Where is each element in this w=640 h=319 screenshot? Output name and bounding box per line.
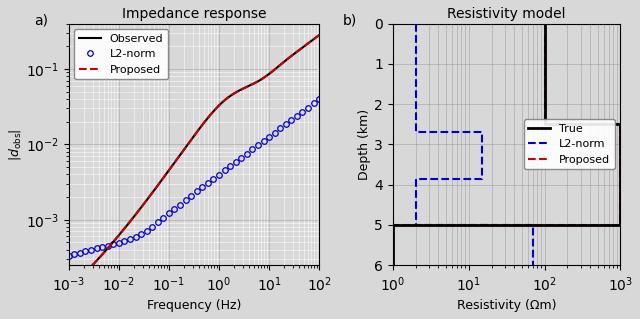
X-axis label: Resistivity (Ωm): Resistivity (Ωm) [457,299,556,312]
Line: Proposed: Proposed [393,24,620,265]
True [616,223,624,227]
L2-norm [188,194,195,198]
X-axis label: Frequency (Hz): Frequency (Hz) [147,299,241,312]
L2-norm [227,164,234,168]
Proposed [389,263,397,267]
L2-norm [148,225,156,228]
L2-norm [254,143,262,147]
Observed [65,287,72,291]
L2-norm [126,237,134,241]
Proposed [616,122,624,126]
Y-axis label: $|d_\mathrm{obs}|$: $|d_\mathrm{obs}|$ [7,128,23,161]
Proposed [316,33,323,37]
L2-norm [76,251,84,255]
L2-norm [99,245,106,249]
True [541,122,548,126]
L2-norm [265,135,273,139]
L2-norm [260,139,268,143]
L2-norm [529,223,537,227]
L2-norm [221,168,228,172]
L2-norm [65,254,72,258]
L2-norm [287,118,295,122]
L2-norm [165,211,173,215]
L2-norm [412,223,419,227]
L2-norm [412,130,419,134]
L2-norm [271,131,278,135]
L2-norm [120,239,128,243]
Observed [147,193,154,197]
L2-norm [237,156,245,160]
L2-norm [215,173,223,176]
Observed [316,33,323,37]
Proposed [164,170,172,174]
Line: Observed: Observed [68,35,319,289]
Line: L2-norm: L2-norm [66,96,322,259]
L2-norm [276,127,284,130]
L2-norm [115,241,123,245]
L2-norm [478,130,486,134]
L2-norm [182,198,189,202]
L2-norm [82,249,90,253]
Title: Resistivity model: Resistivity model [447,7,566,21]
L2-norm [109,242,117,246]
True [616,122,624,126]
L2-norm [132,235,140,239]
L2-norm [232,160,239,164]
L2-norm [171,207,179,211]
True [389,223,397,227]
Proposed [147,193,154,197]
Proposed [541,22,548,26]
Observed [164,170,172,174]
L2-norm [204,181,212,185]
Observed [247,83,255,87]
Title: Impedance response: Impedance response [122,7,266,21]
Line: L2-norm: L2-norm [415,24,533,265]
L2-norm [137,232,145,236]
Line: True: True [393,24,620,265]
Line: Proposed: Proposed [68,35,319,289]
Proposed [247,83,255,87]
L2-norm [93,247,100,250]
L2-norm [299,110,307,114]
Proposed [95,256,102,260]
L2-norm [104,244,111,248]
L2-norm [159,216,167,220]
Proposed [541,122,548,126]
Proposed [246,84,253,88]
L2-norm [87,248,95,252]
L2-norm [143,229,150,233]
L2-norm [478,177,486,181]
L2-norm [412,177,419,181]
Proposed [616,223,624,227]
L2-norm [248,147,256,151]
L2-norm [243,152,251,156]
Text: a): a) [34,14,48,28]
L2-norm [176,203,184,206]
L2-norm [293,114,301,118]
L2-norm [304,106,312,109]
Observed [95,256,102,260]
Text: b): b) [343,14,357,28]
Proposed [65,287,72,291]
True [389,263,397,267]
L2-norm [70,252,78,256]
Legend: True, L2-norm, Proposed: True, L2-norm, Proposed [524,119,615,169]
True [541,22,548,26]
L2-norm [529,263,537,267]
L2-norm [316,97,323,101]
L2-norm [412,22,419,26]
Observed [246,84,253,88]
L2-norm [154,220,162,224]
L2-norm [210,177,218,181]
Legend: Observed, L2-norm, Proposed: Observed, L2-norm, Proposed [74,29,168,79]
Observed [223,97,230,101]
Y-axis label: Depth (km): Depth (km) [358,109,371,180]
L2-norm [193,189,200,193]
L2-norm [310,101,317,105]
Proposed [389,223,397,227]
L2-norm [198,185,206,189]
Proposed [223,97,230,101]
L2-norm [282,122,290,126]
